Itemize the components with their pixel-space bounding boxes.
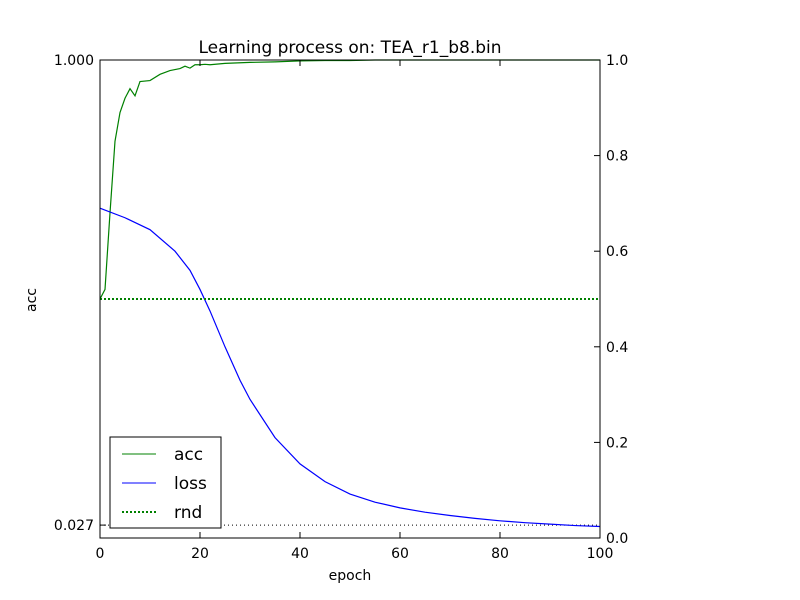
legend-label-loss: loss (174, 474, 207, 494)
x-axis-label: epoch (329, 568, 372, 584)
x-tick-label: 40 (291, 546, 309, 562)
x-tick-label: 80 (491, 546, 509, 562)
chart-title: Learning process on: TEA_r1_b8.bin (198, 38, 501, 58)
right-tick-label: 0.8 (606, 149, 628, 165)
right-tick-label: 0.2 (606, 435, 628, 451)
x-tick-label: 60 (391, 546, 409, 562)
right-tick-label: 0.4 (606, 340, 628, 356)
right-tick-label: 0.6 (606, 244, 628, 260)
series-line-acc (99, 59, 600, 300)
left-tick-label: 0.027 (54, 518, 94, 534)
right-tick-label: 1.0 (606, 53, 628, 69)
series-line-loss (99, 207, 601, 528)
x-tick-label: 0 (96, 546, 105, 562)
x-tick-label: 100 (587, 546, 614, 562)
legend-label-acc: acc (174, 445, 203, 465)
ticks: 0 20 40 60 80 100 0.027 1.000 0.0 0.2 0.4 0.6 0.8 1.0 (54, 53, 628, 562)
legend: acc loss rnd (109, 436, 222, 529)
x-tick-label: 20 (191, 546, 209, 562)
y-axis-label: acc (24, 288, 40, 312)
legend-label-rnd: rnd (174, 503, 202, 523)
plot-frame (99, 59, 601, 539)
right-tick-label: 0.0 (606, 531, 628, 547)
left-tick-label: 1.000 (54, 53, 94, 69)
